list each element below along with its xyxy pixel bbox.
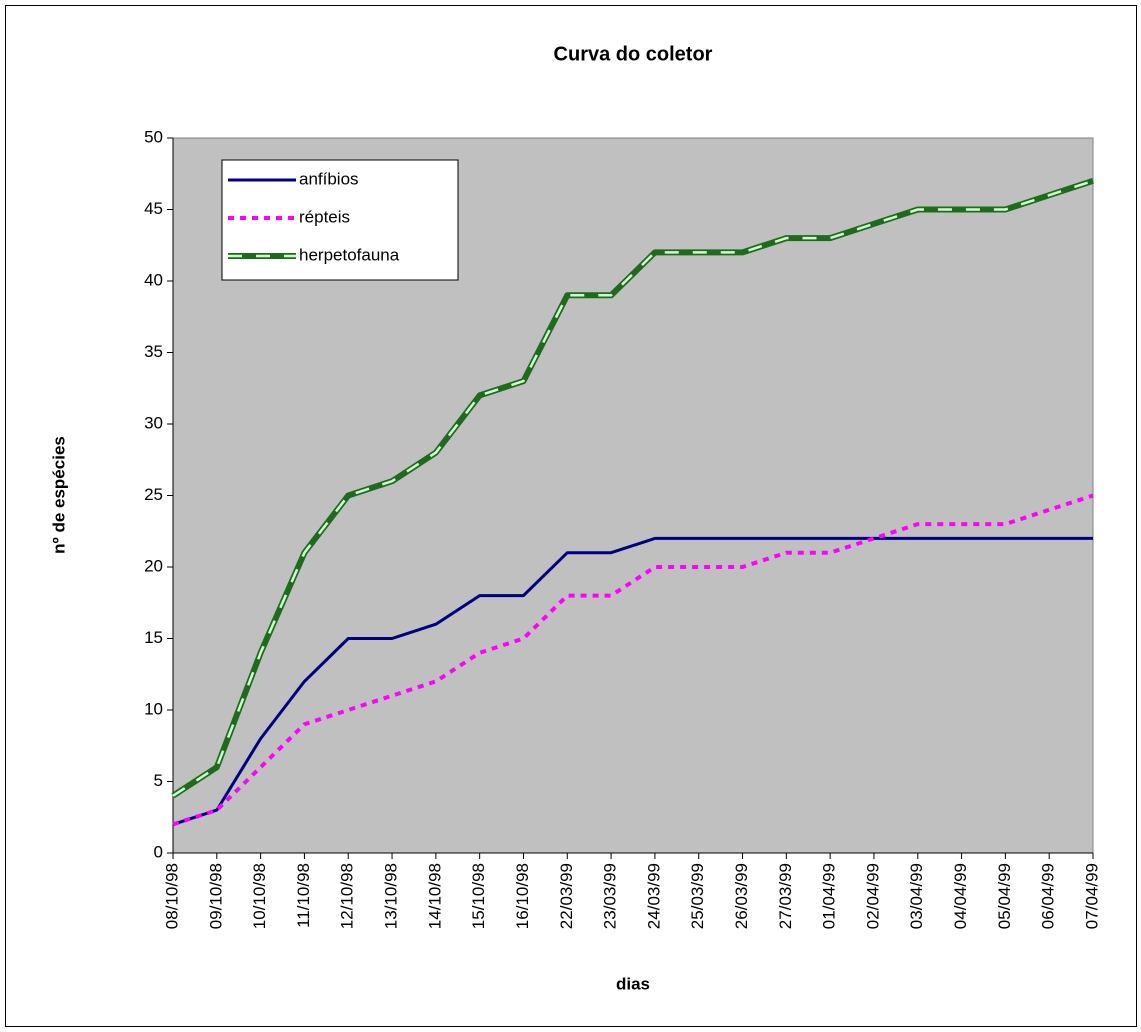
- x-tick-label: 04/04/99: [951, 863, 970, 929]
- y-tick-label: 5: [154, 771, 163, 790]
- x-tick-label: 13/10/98: [382, 863, 401, 929]
- x-tick-label: 01/04/99: [820, 863, 839, 929]
- y-tick-label: 10: [144, 699, 163, 718]
- x-tick-label: 05/04/99: [995, 863, 1014, 929]
- x-tick-label: 23/03/99: [601, 863, 620, 929]
- y-tick-label: 30: [144, 413, 163, 432]
- y-tick-label: 40: [144, 270, 163, 289]
- series-line: [172, 536, 1093, 826]
- x-tick-label: 03/04/99: [907, 863, 926, 929]
- x-tick-label: 15/10/98: [469, 863, 488, 929]
- x-tick-label: 07/04/99: [1082, 863, 1101, 929]
- x-tick-label: 09/10/98: [206, 863, 225, 929]
- x-tick-label: 10/10/98: [250, 863, 269, 929]
- x-tick-label: 25/03/99: [688, 863, 707, 929]
- x-tick-label: 24/03/99: [644, 863, 663, 929]
- y-tick-label: 50: [144, 127, 163, 146]
- y-tick-label: 20: [144, 556, 163, 575]
- x-tick-label: 22/03/99: [557, 863, 576, 929]
- x-tick-label: 26/03/99: [732, 863, 751, 929]
- y-tick-label: 25: [144, 485, 163, 504]
- x-tick-label: 14/10/98: [425, 863, 444, 929]
- y-tick-label: 35: [144, 342, 163, 361]
- y-tick-label: 0: [154, 842, 163, 861]
- legend-label: anfíbios: [299, 169, 359, 188]
- series-line: [172, 493, 1094, 827]
- legend-label: herpetofauna: [299, 245, 400, 264]
- y-axis-label: nº de espécies: [49, 436, 68, 554]
- y-tick-label: 15: [144, 628, 163, 647]
- x-tick-label: 16/10/98: [513, 863, 532, 929]
- x-tick-label: 08/10/98: [162, 863, 181, 929]
- x-tick-label: 02/04/99: [863, 863, 882, 929]
- chart-title: Curva do coletor: [554, 43, 713, 65]
- x-axis-label: dias: [616, 974, 650, 993]
- x-tick-label: 11/10/98: [294, 863, 313, 928]
- x-tick-label: 06/04/99: [1039, 863, 1058, 929]
- legend-label: répteis: [299, 207, 350, 226]
- series-line-dash: [172, 179, 1094, 797]
- y-tick-label: 45: [144, 199, 163, 218]
- x-tick-label: 12/10/98: [338, 863, 357, 929]
- x-tick-label: 27/03/99: [776, 863, 795, 929]
